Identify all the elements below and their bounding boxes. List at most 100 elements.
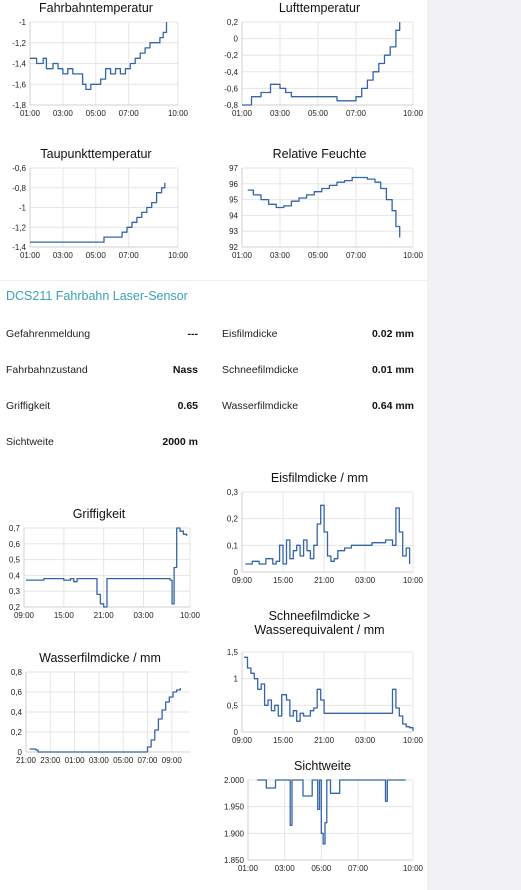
reading-label-wasserfilmdicke: Wasserfilmdicke <box>222 400 299 412</box>
y-tick-label: 0,2 <box>9 603 21 612</box>
x-tick-label: 01:00 <box>65 756 86 765</box>
y-tick-label: 0 <box>18 748 23 757</box>
x-tick-label: 10:00 <box>403 864 424 873</box>
y-tick-label: -1,2 <box>12 39 26 48</box>
y-tick-label: 0,2 <box>227 18 239 27</box>
y-tick-label: 1 <box>234 675 239 684</box>
chart-title: Sichtweite <box>294 759 351 773</box>
x-tick-label: 01:00 <box>238 864 259 873</box>
reading-value-griffigkeit: 0.65 <box>177 400 198 412</box>
y-tick-label: 0 <box>234 35 239 44</box>
y-tick-label: 93 <box>229 227 238 236</box>
y-tick-label: 0,2 <box>11 728 23 737</box>
chart-title: Griffigkeit <box>73 507 126 521</box>
x-tick-label: 01:00 <box>232 109 253 118</box>
chart-lufttemperatur: Lufttemperatur 0,2 0 -0,2 -0,4 -0,6 -0,801:00 0… <box>224 1 424 118</box>
x-tick-label: 03:00 <box>270 109 291 118</box>
x-tick-label: 10:00 <box>403 109 424 118</box>
reading-value-gefahrenmeldung: --- <box>187 328 199 340</box>
series-line <box>257 779 406 845</box>
y-tick-label: -0,4 <box>224 68 238 77</box>
y-tick-label: 0,3 <box>227 488 239 497</box>
x-tick-label: 03:00 <box>53 251 74 260</box>
section-divider <box>0 280 427 281</box>
y-tick-label: 92 <box>229 243 238 252</box>
chart-title: Lufttemperatur <box>279 1 360 15</box>
y-tick-label: 1.900 <box>224 829 245 838</box>
x-tick-label: 23:00 <box>40 756 61 765</box>
y-tick-label: -1 <box>19 204 27 213</box>
chart-schneefilmdicke: Schneefilmdicke >Wasserequivalent / mm 1,… <box>227 609 424 745</box>
chart-title: Relative Feuchte <box>273 147 367 161</box>
y-tick-label: 0,3 <box>9 587 21 596</box>
x-tick-label: 03:00 <box>355 736 376 745</box>
x-tick-label: 05:00 <box>308 251 329 260</box>
x-tick-label: 07:00 <box>346 109 367 118</box>
x-tick-label: 05:00 <box>86 251 107 260</box>
x-tick-label: 05:00 <box>311 864 332 873</box>
x-tick-label: 10:00 <box>168 109 189 118</box>
y-tick-label: -1,6 <box>12 80 26 89</box>
reading-label-fahrbahnzustand: Fahrbahnzustand <box>6 364 88 376</box>
y-tick-label: 0,8 <box>11 668 23 677</box>
x-tick-label: 07:00 <box>348 864 369 873</box>
x-tick-label: 10:00 <box>168 251 189 260</box>
x-tick-label: 09:00 <box>232 736 253 745</box>
y-tick-label: -0,8 <box>12 184 26 193</box>
series-line <box>30 182 166 243</box>
y-tick-label: -0,6 <box>12 164 26 173</box>
section-title: DCS211 Fahrbahn Laser-Sensor <box>6 289 188 303</box>
x-tick-label: 07:00 <box>346 251 367 260</box>
x-tick-label: 21:00 <box>314 736 335 745</box>
y-tick-label: -0,8 <box>224 101 238 110</box>
reading-label-eisfilmdicke: Eisfilmdicke <box>222 328 278 340</box>
chart-wasserfilmdicke: Wasserfilmdicke / mm 0,8 0,6 0,4 0,2 021:00 23… <box>11 651 190 765</box>
y-tick-label: 2.000 <box>224 776 245 785</box>
series-line <box>247 176 401 238</box>
chart-eisfilmdicke: Eisfilmdicke / mm 0,3 0,2 0,1 009:00 15:00 21:… <box>227 471 424 585</box>
y-tick-label: 97 <box>229 164 238 173</box>
chart-title: Taupunkttemperatur <box>40 147 151 161</box>
x-tick-label: 05:00 <box>113 756 134 765</box>
chart-title: Wasserfilmdicke / mm <box>39 651 161 665</box>
x-tick-label: 01:00 <box>20 251 41 260</box>
y-tick-label: 0,7 <box>9 524 21 533</box>
x-tick-label: 05:00 <box>308 109 329 118</box>
chart-title: Schneefilmdicke > <box>269 609 371 623</box>
y-tick-label: 0,4 <box>9 571 21 580</box>
x-tick-label: 10:00 <box>403 576 424 585</box>
y-tick-label: -0,2 <box>224 51 238 60</box>
series-line <box>30 22 168 91</box>
reading-label-sichtweite: Sichtweite <box>6 436 54 448</box>
y-tick-label: 94 <box>229 211 238 220</box>
chart-title: Wasserequivalent / mm <box>254 623 384 637</box>
y-tick-label: 95 <box>229 196 238 205</box>
reading-value-schneefilmdicke: 0.01 mm <box>371 364 414 376</box>
reading-label-schneefilmdicke: Schneefilmdicke <box>222 364 299 376</box>
y-tick-label: -1,8 <box>12 101 26 110</box>
series-line <box>245 504 411 565</box>
y-tick-label: 96 <box>229 180 238 189</box>
y-tick-label: -1,4 <box>12 243 26 252</box>
y-tick-label: 0,4 <box>11 708 23 717</box>
x-tick-label: 07:00 <box>119 109 140 118</box>
reading-label-gefahrenmeldung: Gefahrenmeldung <box>6 328 91 340</box>
x-tick-label: 03:00 <box>355 576 376 585</box>
reading-label-griffigkeit: Griffigkeit <box>6 400 51 412</box>
y-tick-label: -1 <box>19 18 27 27</box>
x-tick-label: 21:00 <box>94 611 115 620</box>
y-tick-label: 0,6 <box>11 688 23 697</box>
y-tick-label: -1,2 <box>12 223 26 232</box>
y-tick-label: 0 <box>234 728 239 737</box>
series-line <box>29 688 181 753</box>
x-tick-label: 09:00 <box>162 756 183 765</box>
x-tick-label: 21:00 <box>314 576 335 585</box>
chart-fahrbahntemperatur: Fahrbahntemperatur -1 -1,2 -1,4 -1,6 -1,801:0… <box>12 1 189 118</box>
x-tick-label: 09:00 <box>232 576 253 585</box>
reading-value-fahrbahnzustand: Nass <box>172 364 198 376</box>
x-tick-label: 21:00 <box>16 756 37 765</box>
x-tick-label: 09:00 <box>14 611 35 620</box>
x-tick-label: 03:00 <box>134 611 155 620</box>
